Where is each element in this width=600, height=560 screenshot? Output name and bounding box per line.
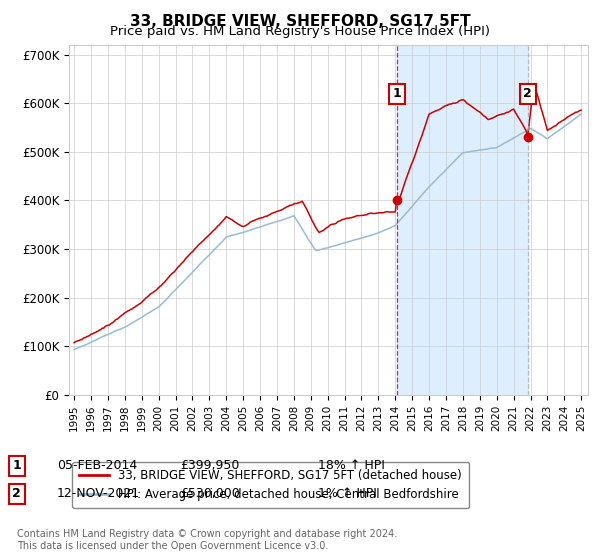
Text: £530,000: £530,000 bbox=[180, 487, 240, 501]
Text: 2: 2 bbox=[523, 87, 532, 100]
Text: 33, BRIDGE VIEW, SHEFFORD, SG17 5FT: 33, BRIDGE VIEW, SHEFFORD, SG17 5FT bbox=[130, 14, 470, 29]
Text: Price paid vs. HM Land Registry's House Price Index (HPI): Price paid vs. HM Land Registry's House … bbox=[110, 25, 490, 38]
Bar bbox=[397, 45, 527, 395]
Legend: 33, BRIDGE VIEW, SHEFFORD, SG17 5FT (detached house), HPI: Average price, detach: 33, BRIDGE VIEW, SHEFFORD, SG17 5FT (det… bbox=[73, 462, 469, 508]
Text: £399,950: £399,950 bbox=[180, 459, 239, 473]
Text: 1: 1 bbox=[392, 87, 401, 100]
Text: 18% ↑ HPI: 18% ↑ HPI bbox=[318, 459, 385, 473]
Text: 05-FEB-2014: 05-FEB-2014 bbox=[57, 459, 137, 473]
Text: 1: 1 bbox=[13, 459, 21, 473]
Text: 2: 2 bbox=[13, 487, 21, 501]
Text: Contains HM Land Registry data © Crown copyright and database right 2024.
This d: Contains HM Land Registry data © Crown c… bbox=[17, 529, 397, 551]
Text: 1% ↑ HPI: 1% ↑ HPI bbox=[318, 487, 377, 501]
Text: 12-NOV-2021: 12-NOV-2021 bbox=[57, 487, 140, 501]
